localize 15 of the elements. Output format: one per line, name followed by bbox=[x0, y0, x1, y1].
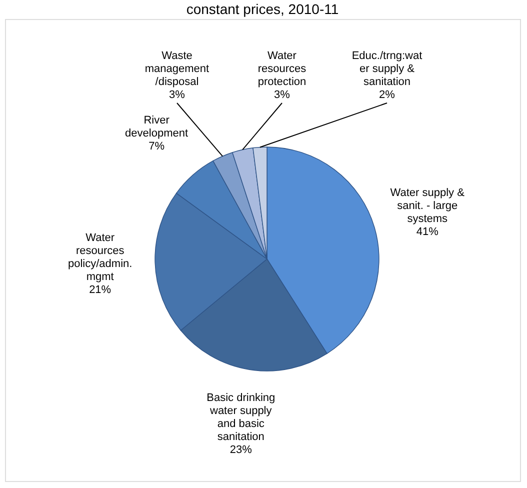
data-label: 21% bbox=[89, 284, 112, 296]
slice-label: Basic drinking water supply and basic sanitation bbox=[206, 392, 276, 443]
slice-label: Water supply & sanit. - large systems bbox=[390, 186, 466, 225]
data-label: 3% bbox=[274, 89, 290, 101]
slice-label: Water resources protection bbox=[258, 50, 307, 88]
data-label: 41% bbox=[416, 226, 439, 238]
slice-label: River development bbox=[125, 114, 188, 140]
data-label: 3% bbox=[169, 89, 186, 101]
slice-label: Water resources policy/admin. mgmt bbox=[68, 232, 132, 284]
data-label: 7% bbox=[148, 140, 165, 153]
data-label: 23% bbox=[230, 444, 252, 456]
chart-title: constant prices, 2010-11 bbox=[186, 1, 339, 17]
slice-label: Educ./trng:water supply & sanitation bbox=[352, 50, 422, 88]
slice-label: Waste management /disposal bbox=[144, 50, 210, 88]
data-label: 2% bbox=[379, 89, 396, 101]
